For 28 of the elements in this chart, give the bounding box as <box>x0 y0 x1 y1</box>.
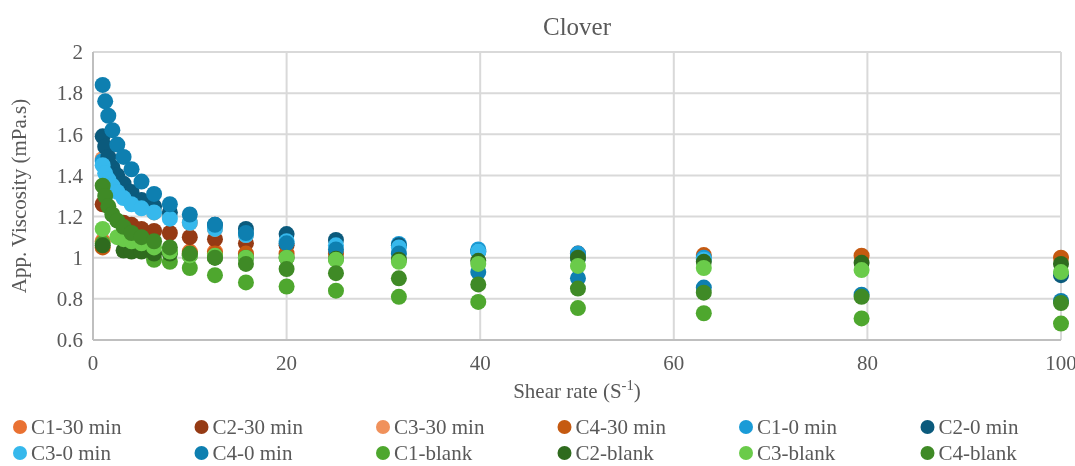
y-tick-label: 1.8 <box>56 81 83 106</box>
y-tick-label: 1.6 <box>56 122 83 147</box>
legend-label: C2-0 min <box>938 415 1019 440</box>
x-axis-title: Shear rate (S$^{-1}$) <box>513 377 641 403</box>
y-tick-label: 0.8 <box>56 287 83 312</box>
legend-label: C4-0 min <box>212 441 293 466</box>
x-tick-label: 80 <box>856 351 878 375</box>
legend-label: C4-30 min <box>575 415 667 440</box>
x-tick-label: 60 <box>663 351 685 375</box>
legend-label: C3-blank <box>757 441 836 466</box>
y-axis-title: App. Viscosity (mPa.s) <box>7 98 31 294</box>
legend-label: C2-blank <box>575 441 655 466</box>
x-tick-label: 40 <box>469 351 491 375</box>
y-tick-label: 1.4 <box>56 163 84 188</box>
legend-label: C3-30 min <box>394 415 485 440</box>
legend-label: C1-0 min <box>757 415 838 440</box>
x-tick-label: 0 <box>87 351 99 375</box>
chart-title: Clover <box>542 13 612 40</box>
y-tick-label: 1.2 <box>56 204 83 229</box>
legend-label: C2-30 min <box>212 415 304 440</box>
legend-label: C1-blank <box>394 441 473 466</box>
legend-label: C3-0 min <box>31 441 112 466</box>
legend-label: C4-blank <box>938 441 1018 466</box>
x-tick-label: 20 <box>276 351 298 375</box>
y-tick-label: 0.6 <box>56 328 83 353</box>
legend-label: C1-30 min <box>31 415 122 440</box>
y-tick-label: 1 <box>72 246 83 271</box>
y-tick-label: 2 <box>72 40 83 65</box>
